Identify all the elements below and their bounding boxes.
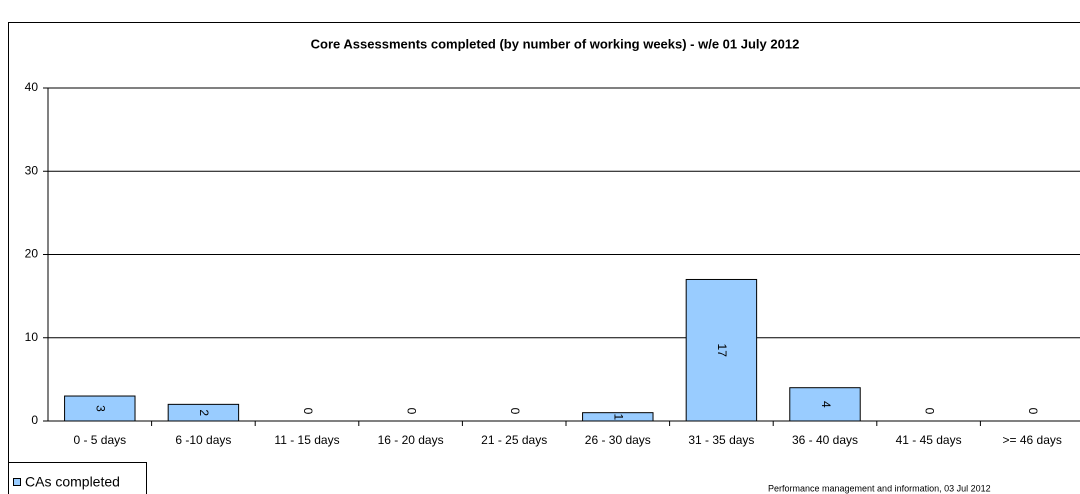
y-tick-label: 0 xyxy=(31,413,38,427)
data-label: 0 xyxy=(301,408,315,415)
data-label: 0 xyxy=(1026,408,1040,415)
x-tick-label: 0 - 5 days xyxy=(73,433,126,447)
x-tick-label: 6 -10 days xyxy=(175,433,231,447)
data-label: 0 xyxy=(508,408,522,415)
x-tick-label: 26 - 30 days xyxy=(585,433,651,447)
data-label: 17 xyxy=(715,344,729,358)
legend-label: CAs completed xyxy=(25,474,120,490)
legend-box xyxy=(8,462,147,494)
x-tick-label: 11 - 15 days xyxy=(274,433,339,447)
legend-swatch xyxy=(13,478,21,486)
data-label: 4 xyxy=(819,401,833,408)
x-tick-label: 16 - 20 days xyxy=(378,433,444,447)
data-label: 0 xyxy=(404,408,418,415)
x-tick-label: 36 - 40 days xyxy=(792,433,858,447)
x-tick-label: 41 - 45 days xyxy=(896,433,962,447)
bar xyxy=(789,387,861,422)
data-label: 0 xyxy=(922,408,936,415)
footer-note: Performance management and information, … xyxy=(768,483,991,493)
x-tick-label: 31 - 35 days xyxy=(688,433,754,447)
data-label: 1 xyxy=(612,413,626,420)
chart-title: Core Assessments completed (by number of… xyxy=(311,36,800,51)
y-tick-label: 20 xyxy=(25,247,39,261)
chart-border xyxy=(8,22,1080,494)
y-tick-label: 30 xyxy=(25,163,39,177)
y-tick-label: 10 xyxy=(25,330,39,344)
x-tick-label: 21 - 25 days xyxy=(481,433,547,447)
bar xyxy=(685,278,758,422)
x-tick-label: >= 46 days xyxy=(1003,433,1062,447)
data-label: 2 xyxy=(197,409,211,416)
y-tick-label: 40 xyxy=(25,80,39,94)
data-label: 3 xyxy=(94,405,108,412)
